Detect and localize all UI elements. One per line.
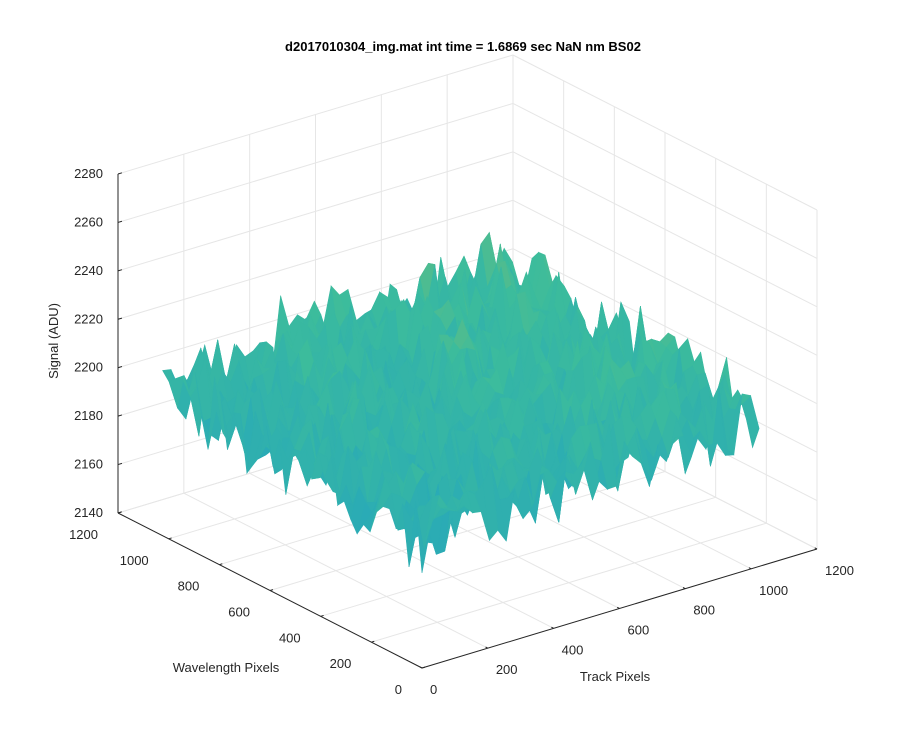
z-tick-label: 2280 bbox=[74, 166, 103, 181]
z-tick-mark bbox=[117, 366, 123, 369]
surface-layer bbox=[162, 231, 760, 574]
z-tick-mark bbox=[117, 317, 123, 320]
y-tick-mark bbox=[371, 640, 375, 643]
z-tick-mark bbox=[117, 220, 123, 223]
y-tick-label: 800 bbox=[178, 579, 200, 594]
grid-line bbox=[269, 471, 666, 591]
z-tick-label: 2200 bbox=[74, 360, 103, 375]
y-tick-mark bbox=[168, 537, 172, 540]
x-tick-mark bbox=[485, 646, 489, 649]
grid-line bbox=[512, 102, 818, 259]
z-tick-mark bbox=[117, 462, 123, 466]
x-tick-label: 800 bbox=[693, 603, 715, 618]
grid-line bbox=[512, 54, 818, 211]
y-tick-mark bbox=[269, 589, 274, 591]
surface-patch bbox=[415, 501, 431, 574]
z-axis-label: Signal (ADU) bbox=[46, 303, 61, 379]
z-tick-mark bbox=[117, 414, 123, 417]
z-tick-label: 2220 bbox=[74, 311, 103, 326]
x-tick-label: 600 bbox=[628, 623, 650, 638]
surface-patch bbox=[743, 395, 760, 449]
z-tick-mark bbox=[117, 511, 123, 514]
y-tick-label: 600 bbox=[228, 605, 250, 620]
grid-line bbox=[371, 522, 767, 643]
grid-line bbox=[117, 199, 514, 320]
grid-line bbox=[512, 248, 818, 405]
chart-title: d2017010304_img.mat int time = 1.6869 se… bbox=[285, 39, 641, 54]
x-tick-mark bbox=[419, 666, 423, 669]
x-tick-mark bbox=[748, 567, 752, 570]
grid-line bbox=[117, 54, 514, 175]
x-tick-label: 1000 bbox=[759, 583, 788, 598]
x-tick-mark bbox=[814, 547, 818, 550]
y-tick-label: 1200 bbox=[69, 527, 98, 542]
y-tick-label: 200 bbox=[330, 656, 352, 671]
grid-line bbox=[117, 151, 514, 272]
x-tick-mark bbox=[682, 587, 686, 590]
x-tick-label: 400 bbox=[562, 642, 584, 657]
z-tick-mark bbox=[117, 172, 123, 175]
x-axis-label: Track Pixels bbox=[580, 669, 651, 684]
x-tick-label: 1200 bbox=[825, 563, 854, 578]
z-tick-label: 2240 bbox=[74, 263, 103, 278]
y-tick-mark bbox=[320, 614, 324, 617]
grid-line bbox=[320, 496, 716, 617]
x-tick-label: 200 bbox=[496, 662, 518, 677]
grid-line bbox=[512, 151, 818, 308]
grid-line bbox=[512, 199, 818, 356]
z-tick-mark bbox=[117, 269, 123, 272]
z-tick-label: 2140 bbox=[74, 505, 103, 520]
y-tick-mark bbox=[421, 666, 426, 669]
tick-layer: 0 200 400 600 800 1000 1200 0 200 400 600 800 1000 12… bbox=[69, 166, 854, 697]
z-tick-label: 2180 bbox=[74, 408, 103, 423]
x-tick-mark bbox=[551, 626, 554, 629]
y-tick-label: 1000 bbox=[120, 553, 149, 568]
y-axis-label: Wavelength Pixels bbox=[173, 660, 280, 675]
x-tick-label: 0 bbox=[430, 682, 437, 697]
grid-line bbox=[117, 102, 514, 223]
y-tick-label: 0 bbox=[395, 682, 402, 697]
z-tick-label: 2160 bbox=[74, 457, 103, 472]
y-tick-mark bbox=[219, 563, 223, 566]
z-tick-label: 2260 bbox=[74, 214, 103, 229]
y-tick-label: 400 bbox=[279, 630, 301, 645]
x-tick-mark bbox=[616, 606, 620, 609]
